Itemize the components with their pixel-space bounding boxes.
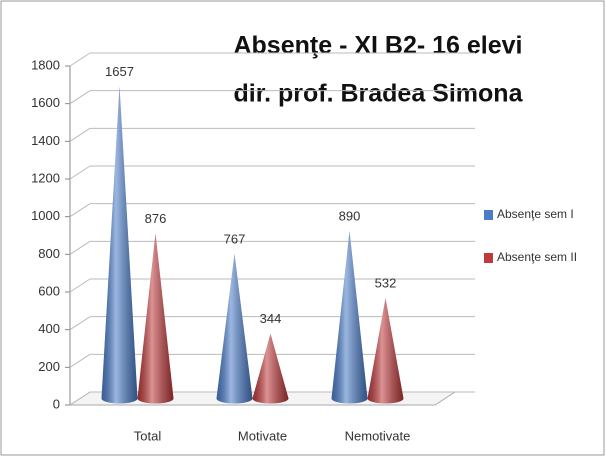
y-tick-label: 1400 (31, 133, 60, 148)
chart-subtitle: dir. prof. Bradea Simona (234, 80, 524, 108)
grid-line (69, 203, 91, 218)
y-tick-label: 0 (53, 396, 60, 411)
cone-shade (137, 233, 174, 404)
grid-line (69, 278, 91, 293)
cone-shade (216, 254, 253, 404)
legend-swatch (484, 210, 493, 220)
cone-shade (101, 86, 138, 404)
y-tick-label: 200 (38, 359, 60, 374)
grid-line (69, 52, 91, 67)
legend-label: Absenţe sem II (497, 250, 577, 264)
value-label: 767 (224, 231, 246, 246)
y-tick-label: 400 (38, 321, 60, 336)
grid-line (69, 316, 91, 331)
chart-title: Absenţe - XI B2- 16 elevi (233, 32, 522, 60)
y-tick-label: 800 (38, 246, 60, 261)
value-label: 1657 (105, 64, 134, 79)
cone-shade (252, 333, 289, 404)
x-tick-label: Total (134, 428, 162, 443)
value-label: 532 (375, 276, 397, 291)
x-tick-label: Nemotivate (345, 428, 411, 443)
cone-shade (331, 230, 368, 404)
grid-line (69, 127, 91, 142)
grid-line (69, 240, 91, 255)
value-label: 890 (339, 208, 361, 223)
grid-line (69, 165, 91, 180)
grid-line (69, 391, 91, 406)
cone-shade (367, 298, 404, 404)
value-label: 344 (260, 311, 282, 326)
y-tick-label: 1200 (31, 170, 60, 185)
legend-swatch (484, 253, 493, 263)
y-tick-label: 1600 (31, 95, 60, 110)
value-label: 876 (145, 211, 167, 226)
y-tick-label: 1800 (31, 57, 60, 72)
x-tick-label: Motivate (238, 428, 287, 443)
grid-line (69, 90, 91, 105)
y-tick-label: 600 (38, 283, 60, 298)
legend-label: Absenţe sem I (497, 207, 574, 221)
y-tick-label: 1000 (31, 208, 60, 223)
grid-line (69, 353, 91, 368)
